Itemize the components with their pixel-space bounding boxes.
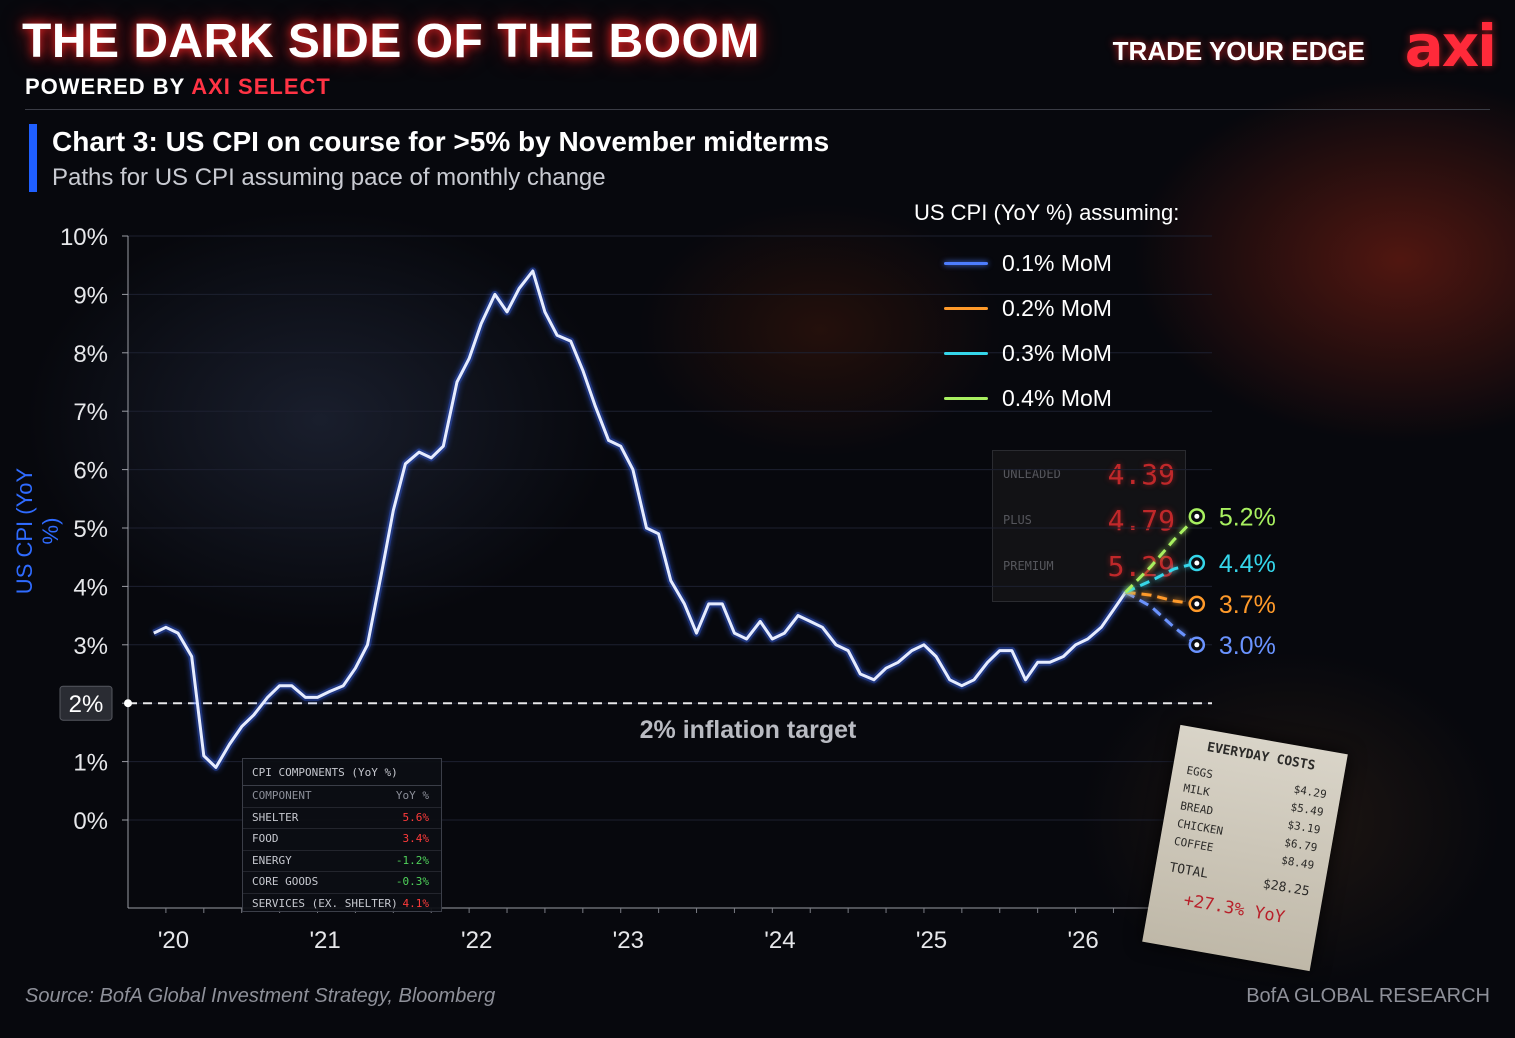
component-value: 4.1%	[402, 896, 430, 910]
x-tick-label: '23	[613, 927, 644, 954]
legend-item-0-4: 0.4% MoM	[944, 385, 1112, 412]
chart-lines	[152, 267, 1198, 771]
scenario-end-label: 4.4%	[1219, 550, 1276, 578]
inflation-target: 2% 2% inflation target	[59, 685, 1212, 744]
y-tick-label: 1%	[73, 750, 108, 777]
header-divider	[25, 109, 1490, 110]
axi-logo: axi	[1404, 12, 1497, 80]
legend-item-0-3: 0.3% MoM	[944, 340, 1112, 367]
pump-price: 4.79	[1107, 503, 1175, 537]
table-row: SERVICES (EX. SHELTER) 4.1%	[243, 894, 441, 915]
y-tick-label: 0%	[73, 808, 108, 835]
gas-pump-display: UNLEADED 4.39 PLUS 4.79 PREMIUM 5.29	[992, 450, 1186, 602]
powered-by: POWERED BY AXI SELECT	[25, 74, 331, 100]
component-value: 3.4%	[402, 832, 430, 846]
target-dot	[124, 699, 132, 708]
component-name: FOOD	[252, 832, 279, 846]
legend-swatch	[944, 352, 988, 355]
scenario-path	[1124, 515, 1198, 594]
y-tick-label: 5%	[73, 516, 108, 543]
cpi-components-table: CPI COMPONENTS (YoY %) COMPONENT YoY % S…	[242, 758, 442, 912]
scenario-end-dot	[1194, 601, 1200, 607]
scenario-end-label: 5.2%	[1219, 503, 1276, 531]
column-header: COMPONENT	[252, 789, 312, 802]
component-name: SERVICES (EX. SHELTER)	[252, 896, 398, 910]
scenario-path	[1125, 590, 1197, 606]
title-accent-bar	[29, 124, 37, 192]
column-header: YoY %	[395, 789, 429, 802]
scenario-end-dot	[1194, 513, 1200, 519]
table-header-row: COMPONENT YoY %	[243, 786, 441, 808]
component-name: ENERGY	[252, 853, 292, 867]
x-tick-label: '20	[158, 927, 189, 954]
scenario-path	[1124, 590, 1198, 646]
table-row: FOOD 3.4%	[243, 829, 441, 851]
legend-label: 0.1% MoM	[1002, 250, 1112, 276]
scenario-end-label: 3.0%	[1219, 632, 1276, 660]
table-row: ENERGY -1.2%	[243, 851, 441, 873]
y-tick-label: 6%	[73, 458, 108, 485]
legend-label: 0.2% MoM	[1002, 295, 1112, 321]
pump-row: UNLEADED 4.39	[993, 451, 1185, 497]
scenario-end-label: 3.7%	[1219, 591, 1276, 619]
scenario-path	[1124, 561, 1198, 594]
x-tick-label: '22	[461, 927, 492, 954]
component-value: -0.3%	[395, 875, 429, 889]
component-value: 5.6%	[402, 810, 430, 824]
powered-brand: AXI SELECT	[191, 74, 331, 99]
chart-title: Chart 3: US CPI on course for >5% by Nov…	[52, 126, 830, 157]
legend-swatch	[944, 262, 988, 265]
y-tick-label: 9%	[73, 282, 108, 309]
pump-grade-label: PREMIUM	[1003, 559, 1054, 573]
legend-label: 0.4% MoM	[1002, 385, 1112, 411]
target-label: 2% inflation target	[640, 716, 857, 744]
legend-item-0-2: 0.2% MoM	[944, 295, 1112, 322]
x-tick-label: '24	[764, 927, 795, 954]
chart-axes: 0% 1% 3% 4% 5% 6% 7% 8% 9% 10% '20 '21 '22 '23 '24 '25 '…	[60, 224, 1212, 954]
powered-prefix: POWERED BY	[25, 74, 185, 99]
legend-label: 0.3% MoM	[1002, 340, 1112, 366]
tagline: TRADE YOUR EDGE	[1112, 36, 1365, 66]
target-badge-label: 2%	[69, 691, 104, 718]
x-tick-label: '21	[309, 927, 340, 954]
component-value: -1.2%	[395, 853, 429, 867]
table-row: CORE GOODS -0.3%	[243, 872, 441, 894]
pump-price: 4.39	[1107, 457, 1175, 491]
pump-grade-label: PLUS	[1003, 513, 1032, 527]
component-name: SHELTER	[252, 810, 299, 824]
y-axis-label: US CPI (YoY %)	[12, 467, 63, 595]
legend-swatch	[944, 307, 988, 310]
chart-end-labels: 3.0% 3.7% 4.4% 5.2%	[1188, 503, 1276, 660]
x-tick-label: '26	[1067, 927, 1098, 954]
pump-grade-label: UNLEADED	[1003, 467, 1061, 481]
y-tick-label: 10%	[60, 224, 108, 251]
x-tick-label: '25	[916, 927, 947, 954]
y-tick-label: 7%	[73, 399, 108, 426]
legend-swatch	[944, 397, 988, 400]
scenario-end-dot	[1194, 642, 1200, 648]
y-tick-label: 8%	[73, 341, 108, 368]
page-title: THE DARK SIDE OF THE BOOM	[22, 15, 760, 68]
cpi-history-line	[153, 269, 1127, 769]
pump-row: PLUS 4.79	[993, 497, 1185, 543]
scenario-end-dot	[1194, 560, 1200, 566]
target-badge	[59, 685, 113, 721]
pump-row: PREMIUM 5.29	[993, 543, 1185, 589]
table-row: SHELTER 5.6%	[243, 808, 441, 830]
y-tick-label: 4%	[73, 574, 108, 601]
source-note: Source: BofA Global Investment Strategy,…	[25, 985, 496, 1007]
y-tick-label: 3%	[73, 633, 108, 660]
credit-note: BofA GLOBAL RESEARCH	[1246, 985, 1490, 1007]
chart-subtitle: Paths for US CPI assuming pace of monthl…	[52, 164, 606, 191]
legend-item-0-1: 0.1% MoM	[944, 250, 1112, 277]
component-name: CORE GOODS	[252, 875, 319, 889]
legend-title: US CPI (YoY %) assuming:	[914, 200, 1180, 225]
table-title: CPI COMPONENTS (YoY %)	[243, 759, 441, 786]
